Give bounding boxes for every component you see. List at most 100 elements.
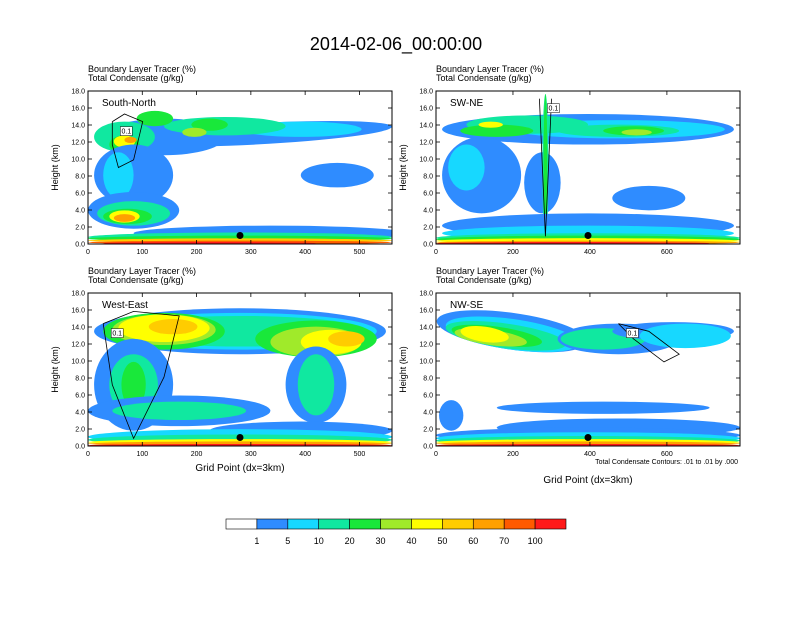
colorbar-tick-label: 10: [314, 536, 324, 546]
y-axis-label: Height (km): [50, 346, 60, 393]
colorbar-tick-label: 40: [406, 536, 416, 546]
colorbar-tick-label: 30: [376, 536, 386, 546]
panel-sw-ne: Boundary Layer Tracer (%)Total Condensat…: [398, 64, 741, 256]
x-tick-label: 600: [661, 451, 673, 458]
colorbar-tick-label: 20: [345, 536, 355, 546]
colorbar-tick-label: 60: [468, 536, 478, 546]
y-axis-label: Height (km): [398, 346, 408, 393]
y-tick-label: 4.0: [423, 208, 433, 215]
y-tick-label: 10.0: [419, 157, 433, 164]
y-tick-label: 6.0: [75, 191, 85, 198]
y-tick-label: 8.0: [75, 376, 85, 383]
panel-subtitle-tracer: Boundary Layer Tracer (%): [436, 64, 544, 74]
heatmap-region: [621, 129, 652, 136]
contour-label: 0.1: [548, 106, 558, 113]
y-tick-label: 0.0: [75, 444, 85, 451]
colorbar-swatch: [503, 518, 536, 530]
x-tick-label: 200: [191, 249, 203, 256]
panel-label: West-East: [102, 300, 148, 311]
x-tick-label: 400: [299, 451, 311, 458]
heatmap-region: [191, 118, 228, 131]
contour-label-box: [547, 103, 560, 113]
contour-label-box: [110, 328, 124, 338]
y-tick-label: 0.0: [423, 242, 433, 249]
colorbar-swatch: [287, 518, 320, 530]
heatmap-region: [112, 401, 247, 420]
y-tick-label: 12.0: [71, 140, 85, 147]
y-tick-label: 18.0: [419, 291, 433, 298]
condensate-contour: [539, 98, 552, 237]
heatmap-field: 0.1: [88, 293, 392, 446]
y-tick-label: 6.0: [423, 393, 433, 400]
panel-subtitle-condensate: Total Condensate (g/kg): [88, 73, 184, 83]
location-marker: [236, 434, 244, 441]
x-tick-label: 0: [86, 249, 90, 256]
heatmap-region: [639, 323, 731, 349]
colorbar-swatch: [442, 518, 474, 530]
plot-frame: [435, 292, 741, 447]
x-tick-label: 100: [136, 249, 148, 256]
heatmap-region: [460, 124, 534, 137]
contour-label-box: [626, 328, 639, 338]
x-tick-label: 0: [434, 249, 438, 256]
heatmap-region: [328, 331, 365, 347]
y-tick-label: 18.0: [419, 89, 433, 96]
y-axis-label: Height (km): [398, 144, 408, 191]
heatmap-region: [297, 354, 335, 416]
y-tick-label: 8.0: [423, 174, 433, 181]
y-tick-label: 14.0: [419, 123, 433, 130]
contour-label: 0.1: [121, 129, 131, 136]
y-tick-label: 2.0: [75, 427, 85, 434]
heatmap-region: [478, 121, 503, 128]
y-tick-label: 4.0: [75, 208, 85, 215]
panel-subtitle-tracer: Boundary Layer Tracer (%): [88, 266, 196, 276]
colorbar-tick-label: 50: [437, 536, 447, 546]
x-tick-label: 500: [354, 451, 366, 458]
heatmap-region: [136, 110, 174, 127]
plot-frame: [435, 90, 741, 245]
panel-west-east: Boundary Layer Tracer (%)Total Condensat…: [50, 266, 393, 474]
colorbar-swatch: [256, 518, 289, 530]
y-axis-label: Height (km): [50, 144, 60, 191]
panel-subtitle-condensate: Total Condensate (g/kg): [436, 73, 532, 83]
panel-label: NW-SE: [450, 300, 483, 311]
heatmap-region: [524, 152, 561, 214]
plot-frame: [87, 90, 393, 245]
colorbar-swatch: [380, 518, 412, 530]
y-tick-label: 14.0: [71, 123, 85, 130]
y-tick-label: 18.0: [71, 291, 85, 298]
colorbar-swatch: [318, 518, 350, 530]
x-tick-label: 500: [354, 249, 366, 256]
heatmap-region: [439, 400, 464, 431]
heatmap-region: [496, 401, 710, 414]
x-tick-label: 200: [191, 451, 203, 458]
contour-note: Total Condensate Contours: .01 to .01 by…: [595, 459, 738, 466]
plot-frame: [87, 292, 393, 447]
x-axis-label: Grid Point (dx=3km): [543, 475, 632, 486]
panel-nw-se: Boundary Layer Tracer (%) Total Condensat…: [398, 266, 741, 486]
heatmap-region: [543, 94, 548, 241]
heatmap-region: [113, 214, 136, 222]
location-marker: [584, 232, 592, 239]
panel-subtitle-tracer: Boundary Layer Tracer (%): [436, 266, 544, 276]
colorbar-tick-label: 70: [499, 536, 509, 546]
y-tick-label: 4.0: [75, 410, 85, 417]
location-marker: [584, 434, 592, 441]
heatmap-field: 0.1: [436, 293, 740, 446]
y-tick-label: 4.0: [423, 410, 433, 417]
heatmap-region: [182, 127, 207, 137]
y-tick-label: 6.0: [423, 191, 433, 198]
panel-label: SW-NE: [450, 98, 483, 109]
panel-label: South-North: [102, 98, 156, 109]
y-tick-label: 8.0: [423, 376, 433, 383]
y-tick-label: 16.0: [71, 308, 85, 315]
heatmap-region: [103, 152, 134, 199]
contour-label: 0.1: [112, 331, 122, 338]
x-tick-label: 300: [245, 249, 257, 256]
y-tick-label: 0.0: [423, 444, 433, 451]
contour-label: 0.1: [628, 331, 638, 338]
x-tick-label: 200: [507, 451, 519, 458]
colorbar-swatch: [349, 518, 381, 530]
heatmap-region: [612, 185, 686, 211]
heatmap-region: [460, 326, 509, 343]
